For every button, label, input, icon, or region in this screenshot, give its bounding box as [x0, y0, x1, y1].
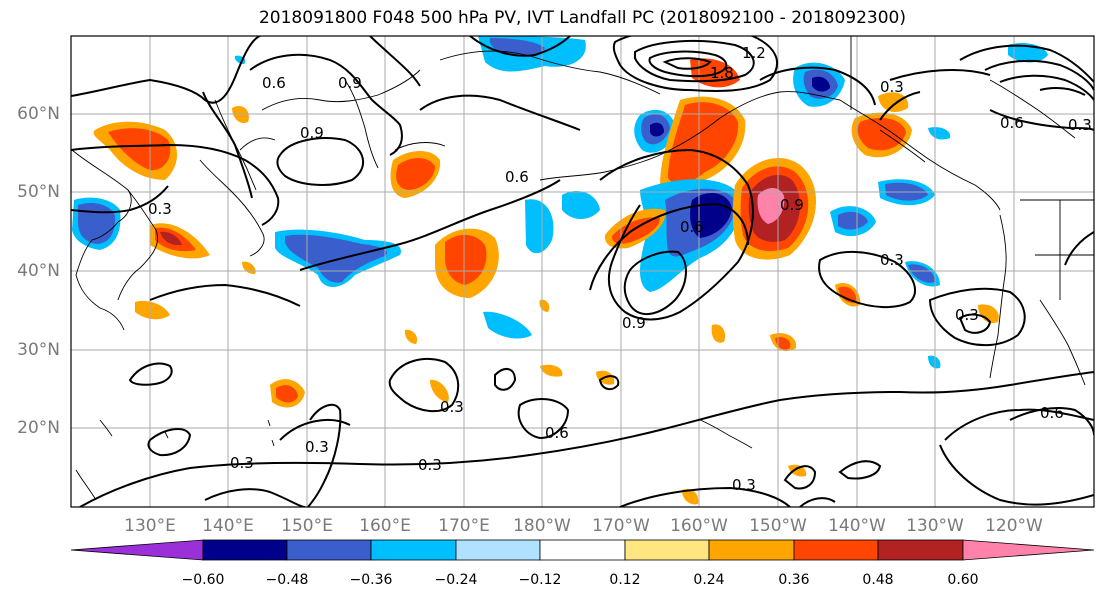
contour-label: 0.3: [440, 398, 464, 416]
colorbar-tick: 0.24: [693, 572, 725, 588]
lon-label: 150°E: [281, 516, 333, 536]
pv-shading: [72, 36, 1048, 505]
lon-label: 120°W: [985, 516, 1043, 536]
ivt-contours: [71, 36, 1094, 507]
lon-label: 160°E: [359, 516, 411, 536]
contour-label: 0.3: [305, 438, 329, 456]
contour-label: 0.3: [955, 306, 979, 324]
lon-label: 170°E: [438, 516, 490, 536]
colorbar-tick: −0.48: [265, 572, 309, 588]
colorbar-tick: −0.36: [349, 572, 393, 588]
lon-label: 140°E: [202, 516, 254, 536]
colorbar-tick: 0.60: [947, 572, 979, 588]
colorbar: [70, 539, 1095, 561]
contour-label: 0.6: [1000, 114, 1024, 132]
contour-label: 0.9: [300, 124, 324, 142]
lat-label: 40°N: [17, 261, 60, 281]
contour-label: 0.6: [505, 168, 529, 186]
colorbar-extend-low: [70, 539, 204, 561]
colorbar-tick: 0.12: [609, 572, 641, 588]
colorbar-tick: −0.24: [434, 572, 478, 588]
contour-label: 0.3: [880, 78, 904, 96]
contour-label: 1.8: [710, 64, 734, 82]
lon-label: 140°W: [828, 516, 886, 536]
colorbar-extend-high: [962, 539, 1095, 561]
contour-label: 0.6: [262, 74, 286, 92]
contour-label: 0.3: [230, 454, 254, 472]
contour-label: 0.3: [732, 476, 756, 494]
lat-label: 30°N: [17, 340, 60, 360]
lon-label: 160°W: [670, 516, 728, 536]
contour-label: 0.6: [545, 424, 569, 442]
map-title: 2018091800 F048 500 hPa PV, IVT Landfall…: [258, 8, 906, 28]
lon-label: 150°W: [749, 516, 807, 536]
contour-labels: 0.6 0.9 0.9 0.3 0.6 1.2 1.8 0.3 0.6 0.3 …: [148, 44, 1092, 494]
contour-label: 0.9: [780, 196, 804, 214]
lat-label: 60°N: [17, 104, 60, 124]
contour-label: 0.3: [418, 456, 442, 474]
contour-label: 0.9: [338, 74, 362, 92]
contour-label: 0.3: [880, 251, 904, 269]
lon-label: 130°E: [124, 516, 176, 536]
map-frame: [70, 35, 1095, 508]
contour-label: 0.9: [622, 314, 646, 332]
lon-label: 130°W: [906, 516, 964, 536]
lat-label: 20°N: [17, 418, 60, 438]
colorbar-tick: −0.12: [518, 572, 562, 588]
colorbar-tick: 0.48: [862, 572, 894, 588]
lat-label: 50°N: [17, 182, 60, 202]
contour-label: 0.3: [148, 200, 172, 218]
lon-label: 180°W: [513, 516, 571, 536]
contour-label: 0.6: [1040, 404, 1064, 422]
contour-label: 0.3: [1068, 116, 1092, 134]
colorbar-tick: 0.36: [778, 572, 810, 588]
lon-label: 170°W: [592, 516, 650, 536]
graticule: [71, 36, 1094, 507]
contour-label: 1.2: [742, 44, 766, 62]
colorbar-tick: −0.60: [181, 572, 225, 588]
contour-label: 0.6: [680, 218, 704, 236]
